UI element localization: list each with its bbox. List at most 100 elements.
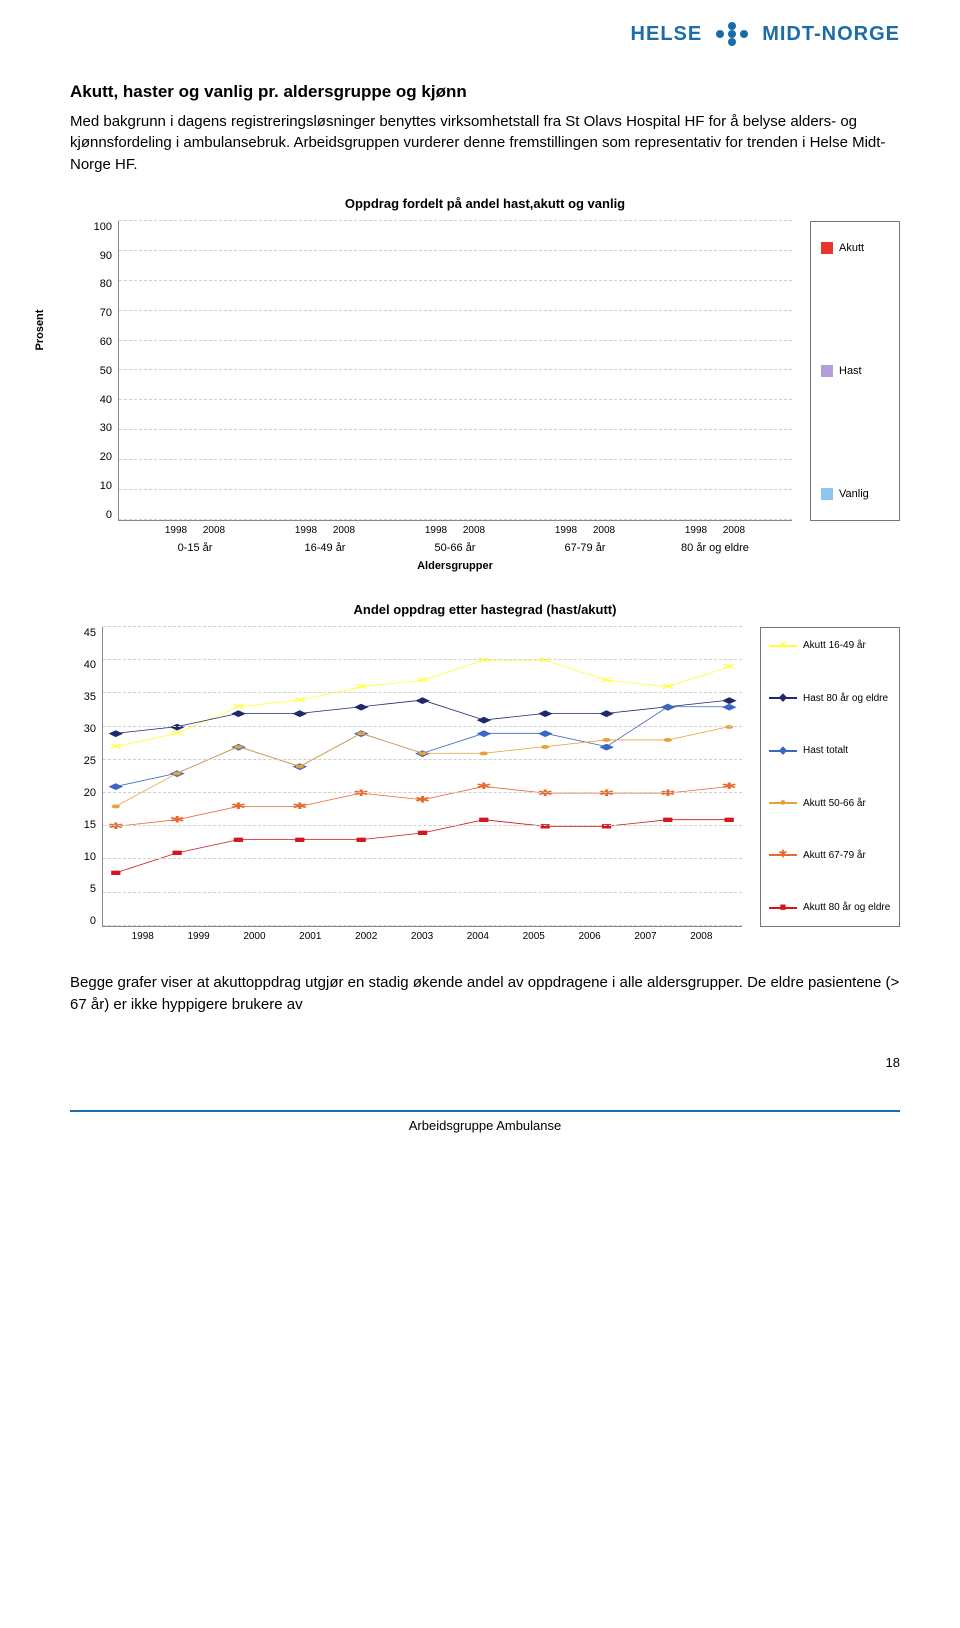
line-marker: ● (662, 735, 674, 745)
line-marker: ● (539, 741, 551, 751)
x-tick-label: 2008 (460, 525, 488, 536)
y-tick-label: 90 (100, 250, 112, 262)
x-tick-label: 2002 (338, 931, 394, 942)
legend-marker-icon: ■ (769, 902, 797, 914)
y-tick-label: 70 (100, 307, 112, 319)
x-tick-label: 2000 (227, 931, 283, 942)
x-tick-label: 1998 (115, 931, 171, 942)
line-marker: ◆ (661, 702, 676, 712)
x-category-label: 67-79 år (520, 542, 650, 554)
line-marker: ◆ (354, 702, 369, 712)
line-marker: ■ (171, 848, 183, 858)
line-marker: ● (171, 768, 183, 778)
line-marker: ✱ (230, 801, 246, 811)
line-marker: ◆ (476, 728, 491, 738)
brand-header: HELSE MIDT-NORGE (70, 20, 900, 60)
legend-label: Akutt 50-66 år (803, 798, 866, 809)
legend-item: Akutt (821, 242, 889, 254)
legend-item: ■ Akutt 80 år og eldre (769, 902, 891, 914)
line-marker: ✱ (721, 781, 737, 791)
line-marker: ◆ (476, 715, 491, 725)
x-tick-label: 1998 (292, 525, 320, 536)
line-marker: ✕ (660, 682, 676, 692)
line-marker: ◆ (108, 781, 123, 791)
y-tick-label: 80 (100, 278, 112, 290)
line-marker: ● (110, 801, 122, 811)
chart-2-plot: ✕✕✕✕✕✕✕✕✕✕✕◆◆◆◆◆◆◆◆◆◆◆◆◆◆◆◆◆◆◆◆◆◆●●●●●●●… (102, 627, 742, 927)
x-tick-label: 2001 (282, 931, 338, 942)
line-marker: ● (233, 741, 245, 751)
brand-logo: HELSE MIDT-NORGE (631, 20, 900, 48)
legend-marker-icon: ✱ (769, 849, 797, 861)
legend-item: ✱Akutt 67-79 år (769, 849, 891, 861)
line-marker: ✱ (414, 795, 430, 805)
line-marker: ◆ (538, 708, 553, 718)
chart-2-svg: ✕✕✕✕✕✕✕✕✕✕✕◆◆◆◆◆◆◆◆◆◆◆◆◆◆◆◆◆◆◆◆◆◆●●●●●●●… (103, 627, 742, 926)
chart-1-x-labels: 1998200819982008199820081998200819982008 (118, 525, 792, 536)
line-marker: ✕ (108, 741, 124, 751)
chart-1-legend: AkuttHastVanlig (810, 221, 900, 521)
chart-1-x-categories: 0-15 år16-49 år50-66 år67-79 år80 år og … (118, 542, 792, 554)
line-marker: ■ (417, 828, 429, 838)
legend-item: Hast (821, 365, 889, 377)
chart-1-x-title: Aldersgrupper (118, 560, 792, 572)
line-marker: ● (601, 735, 613, 745)
chart-2-legend: ✕Akutt 16-49 år◆Hast 80 år og eldre◆Hast… (760, 627, 900, 927)
legend-label: Hast (839, 365, 862, 377)
line-marker: ✕ (599, 675, 615, 685)
page-number: 18 (70, 1055, 900, 1070)
x-tick-label: 2008 (720, 525, 748, 536)
y-tick-label: 40 (100, 394, 112, 406)
y-tick-label: 10 (100, 480, 112, 492)
legend-marker-icon: ● (769, 797, 797, 809)
line-marker: ■ (478, 814, 490, 824)
y-tick-label: 0 (106, 509, 112, 521)
x-tick-label: 2008 (200, 525, 228, 536)
x-category-label: 50-66 år (390, 542, 520, 554)
y-tick-label: 30 (84, 723, 96, 735)
line-marker: ✕ (721, 662, 737, 672)
brand-dots-icon (712, 20, 752, 48)
y-tick-label: 5 (90, 883, 96, 895)
chart-2-y-axis: 454035302520151050 (70, 627, 102, 927)
line-marker: ■ (294, 834, 306, 844)
legend-marker-icon: ◆ (769, 692, 797, 704)
x-tick-label: 2008 (330, 525, 358, 536)
y-tick-label: 60 (100, 336, 112, 348)
section-body: Med bakgrunn i dagens registreringsløsni… (70, 111, 900, 176)
section-title: Akutt, haster og vanlig pr. aldersgruppe… (70, 80, 900, 105)
legend-item: ✕Akutt 16-49 år (769, 640, 891, 652)
x-tick-label: 2008 (590, 525, 618, 536)
y-tick-label: 45 (84, 627, 96, 639)
line-marker: ◆ (108, 728, 123, 738)
line-marker: ✱ (169, 814, 185, 824)
footer-text: Arbeidsgruppe Ambulanse (409, 1118, 562, 1133)
x-tick-label: 2006 (562, 931, 618, 942)
x-tick-label: 2007 (618, 931, 674, 942)
legend-label: Akutt (839, 242, 864, 254)
y-tick-label: 35 (84, 691, 96, 703)
x-tick-label: 2008 (673, 931, 729, 942)
chart-1-y-label: Prosent (34, 309, 46, 350)
legend-label: Akutt 80 år og eldre (803, 902, 890, 913)
line-marker: ■ (233, 834, 245, 844)
legend-swatch (821, 365, 833, 377)
x-tick-label: 1998 (422, 525, 450, 536)
legend-item: ◆Hast totalt (769, 745, 891, 757)
y-tick-label: 10 (84, 851, 96, 863)
line-marker: ✱ (292, 801, 308, 811)
x-tick-label: 2005 (506, 931, 562, 942)
legend-swatch (821, 488, 833, 500)
x-category-label: 0-15 år (130, 542, 260, 554)
line-marker: ✱ (476, 781, 492, 791)
legend-item: ◆Hast 80 år og eldre (769, 692, 891, 704)
legend-swatch (821, 242, 833, 254)
line-marker: ■ (662, 814, 674, 824)
line-marker: ◆ (415, 695, 430, 705)
line-marker: ✕ (414, 675, 430, 685)
line-marker: ■ (110, 868, 122, 878)
legend-label: Hast totalt (803, 745, 848, 756)
brand-text-right: MIDT-NORGE (762, 23, 900, 46)
chart-1: Oppdrag fordelt på andel hast,akutt og v… (70, 196, 900, 572)
intro-text-block: Akutt, haster og vanlig pr. aldersgruppe… (70, 80, 900, 176)
